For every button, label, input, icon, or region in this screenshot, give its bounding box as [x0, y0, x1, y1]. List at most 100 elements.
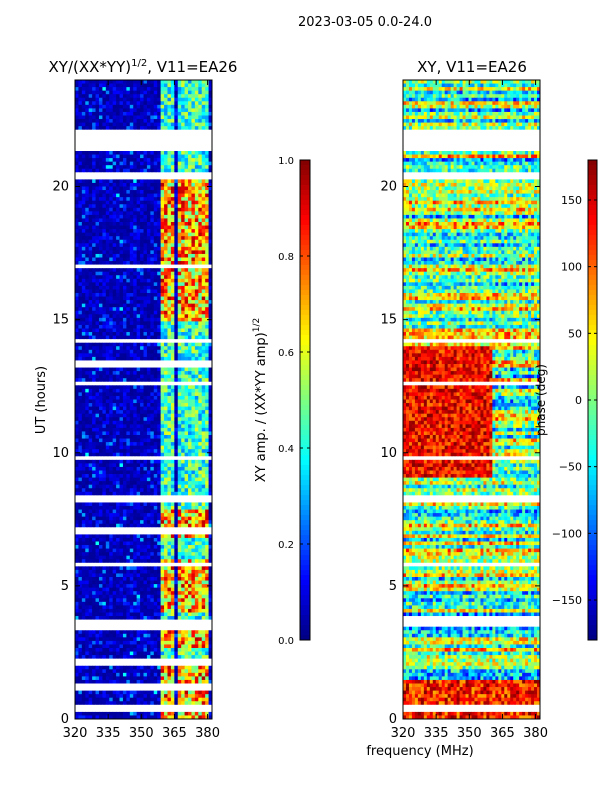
amplitude-heatmap-cell: [140, 158, 144, 163]
amplitude-heatmap-cell: [198, 282, 203, 287]
amplitude-heatmap-cell: [177, 356, 182, 361]
amplitude-heatmap-cell: [198, 506, 203, 510]
amplitude-heatmap-cell: [116, 466, 120, 471]
amplitude-heatmap-cell: [129, 374, 134, 379]
amplitude-heatmap-cell: [109, 410, 114, 415]
amplitude-heatmap-cell: [150, 300, 155, 305]
amplitude-heatmap-cell: [105, 175, 110, 180]
amplitude-heatmap-cell: [95, 154, 100, 159]
amplitude-heatmap-cell: [105, 90, 110, 95]
amplitude-heatmap-cell: [201, 151, 206, 155]
amplitude-heatmap-cell: [205, 413, 209, 418]
amplitude-heatmap-cell: [164, 143, 168, 148]
amplitude-heatmap-cell: [119, 452, 124, 457]
amplitude-heatmap-cell: [167, 285, 172, 290]
amplitude-heatmap-cell: [146, 253, 151, 258]
amplitude-heatmap-cell: [205, 385, 209, 390]
amplitude-heatmap-cell: [177, 349, 182, 354]
amplitude-heatmap-cell: [153, 232, 158, 237]
amplitude-heatmap-cell: [167, 399, 172, 404]
amplitude-heatmap-cell: [88, 253, 93, 258]
amplitude-heatmap-cell: [150, 367, 155, 372]
amplitude-heatmap-cell: [143, 101, 148, 106]
amplitude-heatmap-cell: [126, 413, 131, 418]
amplitude-heatmap-cell: [184, 151, 189, 155]
amplitude-heatmap-cell: [153, 218, 158, 223]
amplitude-heatmap-cell: [153, 378, 158, 383]
amplitude-heatmap-cell: [81, 143, 86, 148]
amplitude-heatmap-cell: [119, 129, 124, 134]
amplitude-heatmap-cell: [109, 488, 114, 493]
amplitude-heatmap-cell: [88, 395, 93, 400]
amplitude-heatmap-cell: [201, 403, 206, 407]
amplitude-heatmap-cell: [198, 374, 203, 379]
amplitude-heatmap-cell: [119, 289, 124, 294]
amplitude-heatmap-cell: [122, 214, 127, 219]
amplitude-heatmap-cell: [184, 332, 189, 336]
amplitude-heatmap-cell: [95, 335, 100, 340]
amplitude-heatmap-cell: [198, 168, 203, 173]
amplitude-heatmap-cell: [167, 296, 172, 301]
amplitude-heatmap-cell: [184, 126, 189, 131]
amplitude-heatmap-cell: [194, 182, 199, 187]
amplitude-heatmap-cell: [177, 463, 182, 468]
amplitude-heatmap-cell: [164, 516, 168, 521]
amplitude-heatmap-cell: [184, 417, 189, 422]
amplitude-heatmap-cell: [109, 158, 114, 163]
amplitude-heatmap-cell: [112, 435, 117, 439]
amplitude-heatmap-cell: [153, 516, 158, 521]
amplitude-heatmap-cell: [140, 392, 144, 397]
amplitude-heatmap-cell: [136, 456, 141, 461]
amplitude-heatmap-cell: [146, 136, 151, 141]
amplitude-heatmap-cell: [95, 186, 100, 191]
amplitude-heatmap-cell: [205, 349, 209, 354]
amplitude-heatmap-cell: [88, 406, 93, 411]
amplitude-heatmap-cell: [191, 211, 196, 216]
amplitude-heatmap-cell: [143, 335, 148, 340]
amplitude-heatmap-cell: [88, 80, 93, 84]
amplitude-heatmap-cell: [112, 463, 117, 468]
amplitude-heatmap-cell: [188, 431, 192, 436]
amplitude-heatmap-cell: [160, 83, 165, 88]
amplitude-heatmap-cell: [136, 385, 141, 390]
amplitude-heatmap-cell: [191, 87, 196, 92]
amplitude-heatmap-cell: [102, 101, 107, 106]
amplitude-heatmap-cell: [81, 324, 86, 329]
amplitude-heatmap-cell: [75, 285, 79, 290]
amplitude-heatmap-cell: [105, 399, 110, 404]
amplitude-heatmap-cell: [205, 442, 209, 447]
amplitude-heatmap-cell: [208, 271, 213, 276]
amplitude-heatmap-cell: [198, 463, 203, 468]
amplitude-heatmap-cell: [146, 445, 151, 450]
amplitude-heatmap-cell: [133, 442, 138, 447]
amplitude-heatmap-cell: [167, 94, 172, 99]
amplitude-heatmap-cell: [143, 346, 148, 351]
amplitude-heatmap-cell: [150, 282, 155, 287]
amplitude-heatmap-cell: [146, 83, 151, 88]
amplitude-heatmap-cell: [78, 356, 83, 361]
amplitude-heatmap-cell: [184, 491, 189, 496]
amplitude-heatmap-cell: [136, 190, 141, 194]
amplitude-heatmap-cell: [78, 193, 83, 198]
amplitude-heatmap-cell: [126, 417, 131, 422]
amplitude-heatmap-cell: [143, 104, 148, 109]
amplitude-heatmap-cell: [105, 239, 110, 244]
amplitude-heatmap-cell: [88, 349, 93, 354]
amplitude-heatmap-cell: [112, 126, 117, 131]
amplitude-heatmap-cell: [181, 214, 185, 219]
amplitude-heatmap-cell: [160, 303, 165, 308]
amplitude-heatmap-cell: [188, 385, 192, 390]
amplitude-heatmap-cell: [129, 158, 134, 163]
amplitude-heatmap-cell: [174, 119, 179, 123]
amplitude-heatmap-cell: [191, 253, 196, 258]
amplitude-heatmap-cell: [150, 175, 155, 180]
amplitude-heatmap-cell: [75, 182, 79, 187]
amplitude-heatmap-cell: [129, 296, 134, 301]
amplitude-heatmap-cell: [116, 239, 120, 244]
amplitude-heatmap-cell: [119, 406, 124, 411]
amplitude-heatmap-cell: [153, 388, 158, 393]
amplitude-heatmap-cell: [160, 285, 165, 290]
amplitude-heatmap-cell: [143, 442, 148, 447]
amplitude-heatmap-cell: [174, 229, 179, 234]
amplitude-heatmap-cell: [198, 335, 203, 340]
